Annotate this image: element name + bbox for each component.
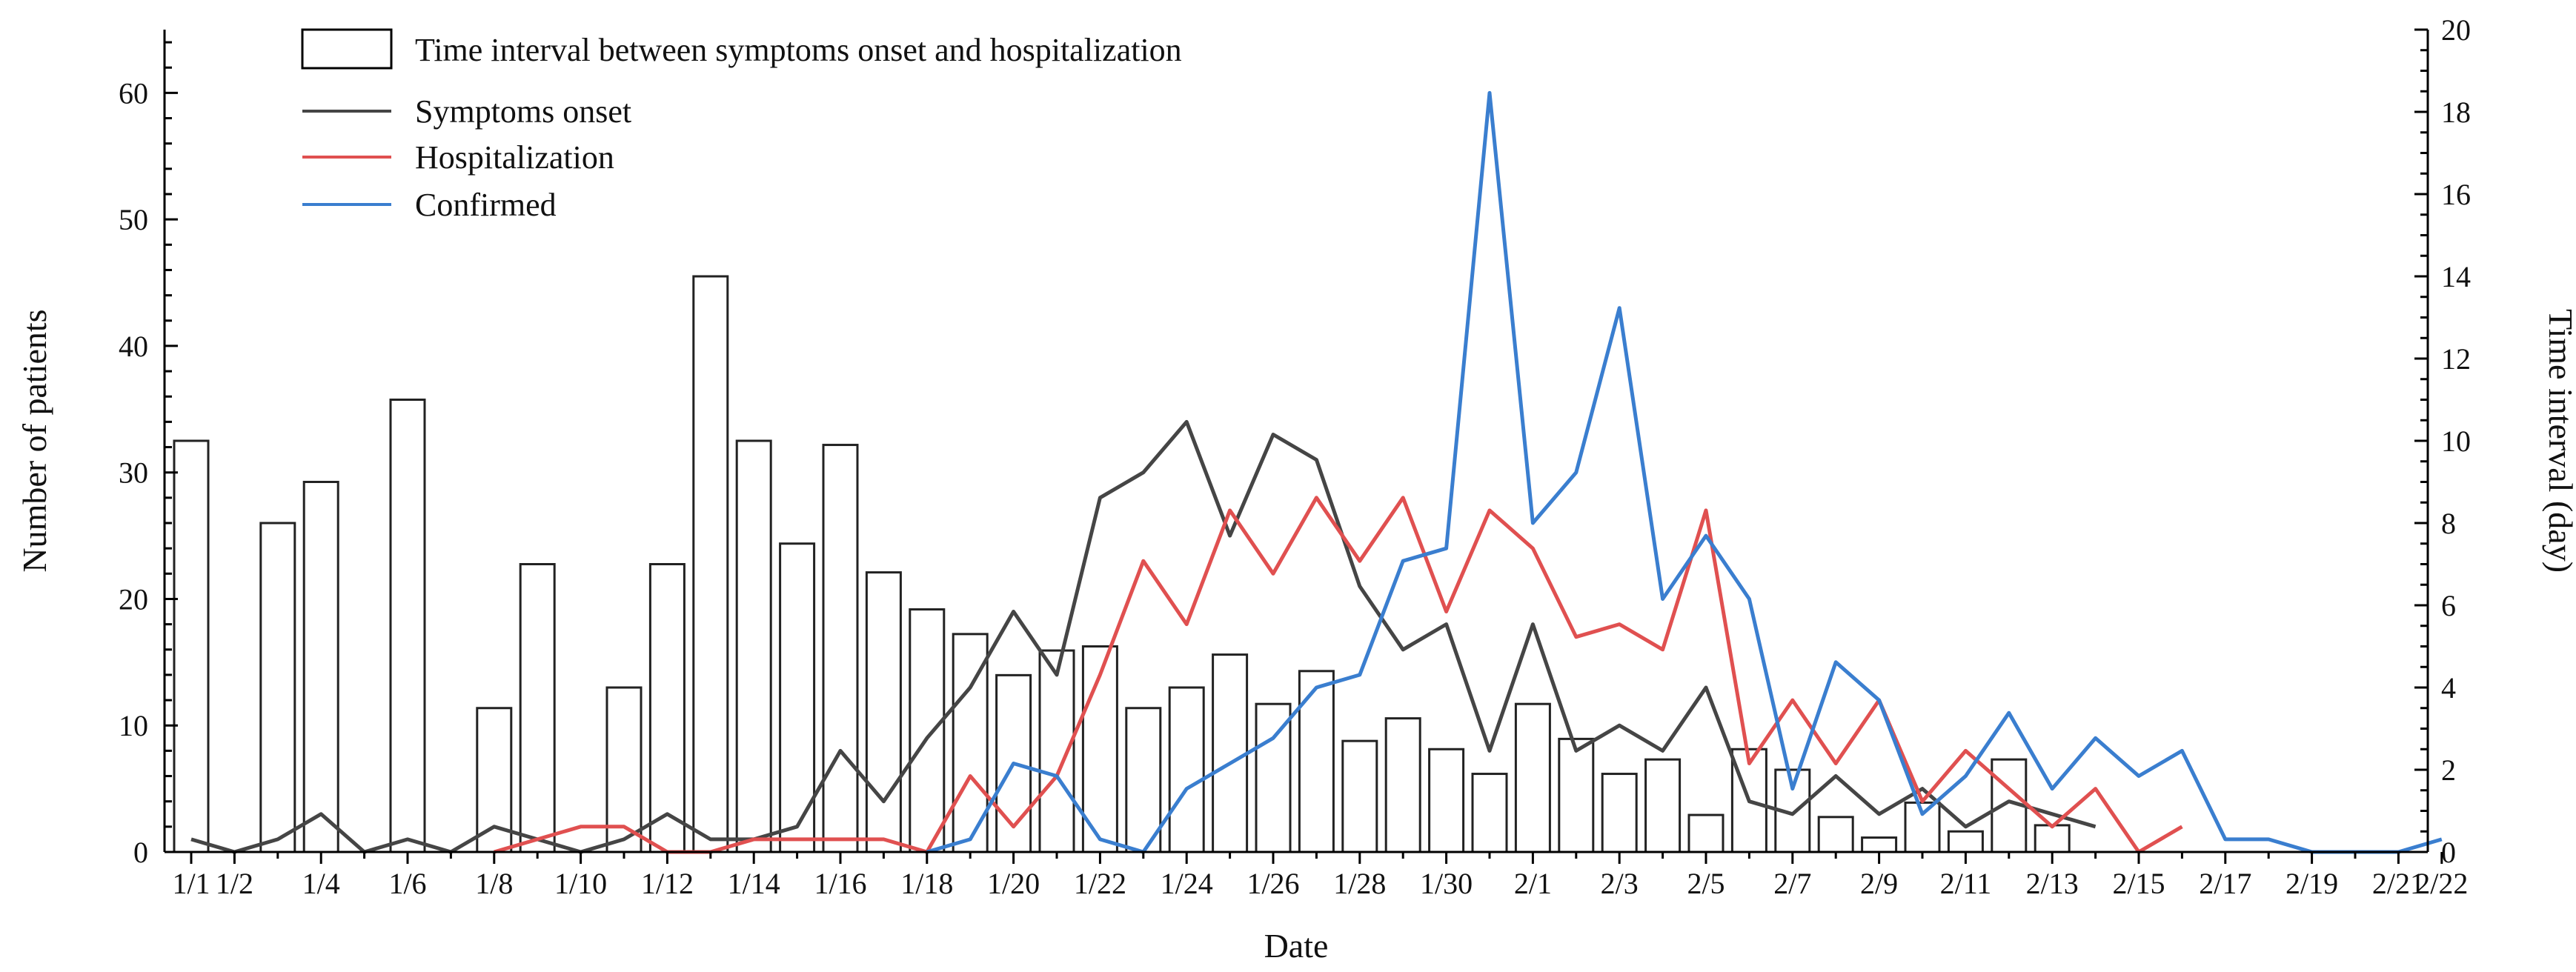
x-tick-label-2-17: 2/17 xyxy=(2199,867,2251,900)
x-tick-label-1-12: 1/12 xyxy=(641,867,694,900)
interval-bar-1-14 xyxy=(735,439,772,853)
x-tick-label-1-28: 1/28 xyxy=(1333,867,1386,900)
x-tick-label-1-20: 1/20 xyxy=(987,867,1040,900)
y-right-tick-label: 12 xyxy=(2441,342,2471,376)
legend-hospitalization-label: Hospitalization xyxy=(415,139,614,176)
lines-layer xyxy=(190,90,2443,854)
y-right-tick-label: 10 xyxy=(2441,425,2471,458)
interval-bar-2-1 xyxy=(1514,702,1551,853)
interval-bar-1-26 xyxy=(1255,702,1292,853)
interval-bar-1-30 xyxy=(1428,748,1465,853)
ticks-layer: 0 10 20 30 40 50 60 0 2 4 6 8 10 12 14 16 18 20 1/1 1/2 1/4 1… xyxy=(119,13,2471,900)
x-tick-label-1-30: 1/30 xyxy=(1420,867,1473,900)
interval-bar-1-4 xyxy=(302,481,339,853)
x-tick-label-1-14: 1/14 xyxy=(728,867,780,900)
x-tick-label-2-3: 2/3 xyxy=(1601,867,1639,900)
x-tick-label-1-2: 1/2 xyxy=(216,867,253,900)
interval-bar-1-13 xyxy=(692,275,729,853)
interval-bar-1-3 xyxy=(259,522,296,853)
interval-bar-2-5 xyxy=(1687,813,1724,853)
x-tick-label-1-16: 1/16 xyxy=(814,867,866,900)
interval-bar-1-29 xyxy=(1384,717,1421,853)
x-tick-label-1-10: 1/10 xyxy=(554,867,607,900)
y-right-tick-label: 0 xyxy=(2441,836,2456,869)
series-line-symptoms-onset xyxy=(190,419,2097,854)
legend-bar-swatch xyxy=(301,28,393,70)
interval-bar-2-11 xyxy=(1947,830,1984,853)
interval-bar-1-1 xyxy=(173,439,210,853)
legend-bars-label: Time interval between symptoms onset and… xyxy=(415,32,1182,68)
interval-bar-1-24 xyxy=(1168,686,1205,853)
interval-bar-1-27 xyxy=(1298,670,1335,853)
interval-bar-2-4 xyxy=(1644,758,1682,853)
x-tick-label-2-5: 2/5 xyxy=(1687,867,1724,900)
y-right-tick-label: 4 xyxy=(2441,671,2456,705)
x-tick-label-2-22: 2/22 xyxy=(2415,867,2468,900)
x-tick-label-2-1: 2/1 xyxy=(1514,867,1552,900)
interval-bar-2-3 xyxy=(1601,773,1638,853)
y-right-tick-label: 18 xyxy=(2441,96,2471,129)
interval-bar-2-9 xyxy=(1861,836,1898,853)
x-tick-label-2-11: 2/11 xyxy=(1940,867,1992,900)
interval-bar-1-18 xyxy=(909,608,946,853)
interval-bar-1-17 xyxy=(865,571,902,853)
series-line-hospitalization xyxy=(494,496,2183,854)
interval-bar-2-8 xyxy=(1817,816,1854,853)
interval-bar-1-25 xyxy=(1212,653,1249,853)
x-tick-label-1-24: 1/24 xyxy=(1161,867,1213,900)
x-tick-label-2-19: 2/19 xyxy=(2285,867,2338,900)
interval-bar-1-6 xyxy=(389,399,426,853)
x-tick-label-2-7: 2/7 xyxy=(1773,867,1811,900)
y-right-tick-label: 2 xyxy=(2441,753,2456,787)
x-tick-label-1-18: 1/18 xyxy=(900,867,953,900)
y-left-axis-title: Number of patients xyxy=(16,309,53,572)
y-left-tick-label: 50 xyxy=(119,203,148,236)
y-left-tick-label: 0 xyxy=(133,836,148,869)
x-tick-label-1-26: 1/26 xyxy=(1246,867,1299,900)
x-axis-title: Date xyxy=(1264,927,1329,965)
series-line-confirmed xyxy=(926,90,2443,854)
y-right-tick-label: 16 xyxy=(2441,178,2471,211)
y-right-tick-label: 20 xyxy=(2441,13,2471,47)
x-tick-label-1-1: 1/1 xyxy=(172,867,210,900)
x-tick-label-1-22: 1/22 xyxy=(1074,867,1126,900)
x-tick-label-1-4: 1/4 xyxy=(302,867,340,900)
y-right-tick-label: 14 xyxy=(2441,260,2471,293)
x-tick-label-2-9: 2/9 xyxy=(1860,867,1898,900)
interval-bar-2-13 xyxy=(2034,824,2071,853)
x-tick-label-2-13: 2/13 xyxy=(2026,867,2079,900)
y-left-tick-label: 10 xyxy=(119,709,148,742)
interval-bar-1-9 xyxy=(519,563,556,853)
legend: Time interval between symptoms onset and… xyxy=(301,28,1182,223)
legend-confirmed-label: Confirmed xyxy=(415,187,557,223)
y-left-tick-label: 30 xyxy=(119,456,148,490)
x-tick-label-2-15: 2/15 xyxy=(2112,867,2165,900)
x-tick-label-2-21: 2/21 xyxy=(2372,867,2425,900)
interval-bar-1-23 xyxy=(1125,707,1162,853)
y-right-axis-title: Time interval (day) xyxy=(2542,309,2576,573)
interval-bar-1-28 xyxy=(1341,739,1378,853)
interval-bar-1-12 xyxy=(648,563,686,853)
interval-bar-2-2 xyxy=(1558,737,1595,853)
interval-bar-1-16 xyxy=(822,444,859,853)
x-tick-label-1-6: 1/6 xyxy=(388,867,426,900)
y-left-tick-label: 60 xyxy=(119,76,148,110)
y-left-tick-label: 20 xyxy=(119,582,148,616)
y-right-tick-label: 6 xyxy=(2441,589,2456,622)
interval-bar-1-31 xyxy=(1471,773,1508,853)
legend-onset-label: Symptoms onset xyxy=(415,93,631,130)
bars-layer xyxy=(173,275,2071,853)
y-right-tick-label: 8 xyxy=(2441,507,2456,540)
y-left-tick-label: 40 xyxy=(119,330,148,363)
x-tick-label-1-8: 1/8 xyxy=(475,867,513,900)
